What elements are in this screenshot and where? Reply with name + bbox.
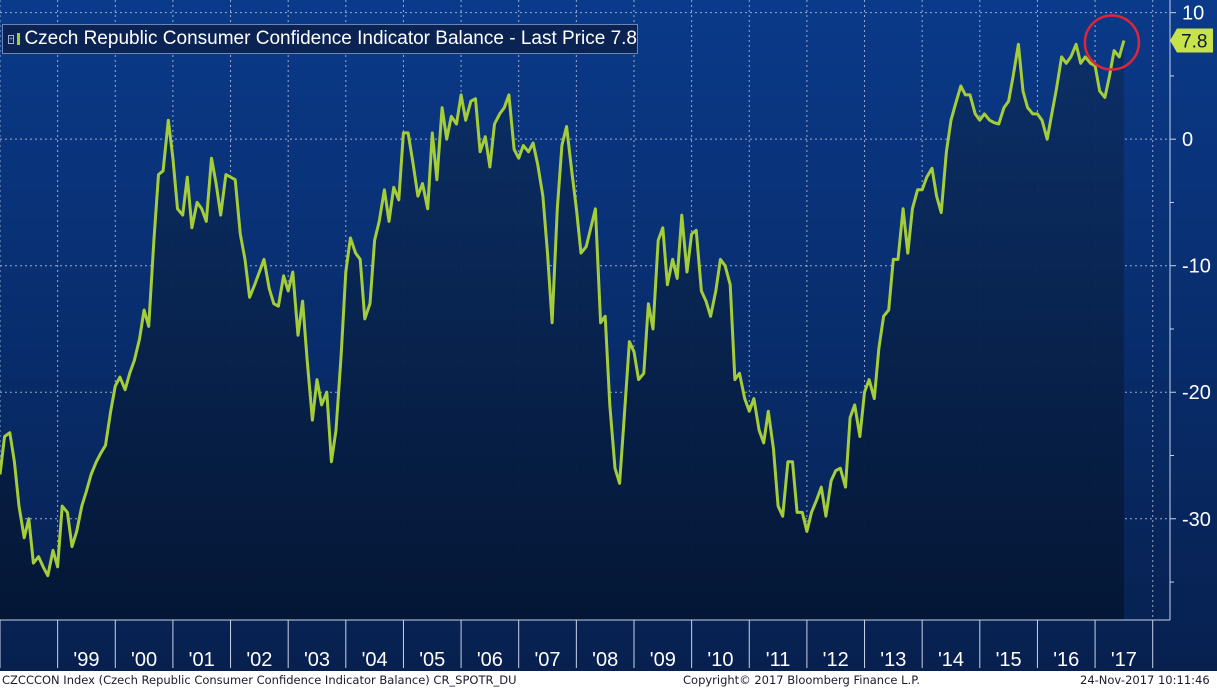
x-tick-label: '05 (419, 649, 445, 671)
y-tick-label: -30 (1182, 509, 1211, 531)
x-tick-label: '17 (1111, 649, 1137, 671)
legend-label: Czech Republic Consumer Confidence Indic… (24, 28, 637, 49)
legend-swatch (17, 33, 21, 45)
x-tick-label: '10 (707, 649, 733, 671)
x-tick-label: '03 (304, 649, 330, 671)
chart: '99 '00 '01 '02 '03 '04 '05 '06 '07 '08 '09 '10 '11 '… (0, 0, 1217, 671)
x-tick-label: '02 (246, 649, 272, 671)
footer-timestamp: 24-Nov-2017 10:11:46 (1080, 673, 1210, 687)
last-price-tag: 7.8 (1170, 28, 1213, 53)
series-area (0, 40, 1124, 620)
last-price-box (1170, 28, 1213, 53)
y-tick-label: -10 (1182, 256, 1211, 278)
x-tick-label: '08 (592, 649, 618, 671)
x-tick-label: '01 (189, 649, 215, 671)
x-tick-label: '09 (650, 649, 676, 671)
y-tick-label: -20 (1182, 382, 1211, 404)
y-tick-label: 0 (1182, 129, 1193, 151)
y-axis-ticks: 10 0 -10 -20 -30 (1170, 3, 1211, 583)
x-tick-label: '00 (131, 649, 157, 671)
x-axis-ticks: '99 '00 '01 '02 '03 '04 '05 '06 '07 '08 '09 '10 '11 '… (0, 620, 1154, 671)
x-tick-label: '14 (938, 649, 964, 671)
legend[interactable]: + Czech Republic Consumer Confidence Ind… (2, 24, 638, 54)
footer-copyright: Copyright© 2017 Bloomberg Finance L.P. (683, 673, 920, 687)
highlight-circle (1083, 14, 1141, 71)
x-tick-label: '11 (766, 649, 791, 671)
x-tick-label: '07 (534, 649, 560, 671)
x-tick-label: '04 (362, 649, 388, 671)
x-tick-label: '99 (73, 649, 99, 671)
x-tick-label: '15 (996, 649, 1022, 671)
x-tick-label: '12 (823, 649, 849, 671)
last-price-label: 7.8 (1181, 31, 1207, 52)
series-line (0, 40, 1126, 578)
footer-bar: CZCCCON Index (Czech Republic Consumer C… (0, 671, 1217, 689)
x-tick-label: '06 (477, 649, 503, 671)
footer-ticker-description: CZCCCON Index (Czech Republic Consumer C… (2, 673, 517, 687)
expand-plus-icon[interactable]: + (8, 34, 15, 44)
x-tick-label: '16 (1053, 649, 1079, 671)
x-tick-label: '13 (880, 649, 906, 671)
y-tick-label: 10 (1182, 3, 1204, 25)
